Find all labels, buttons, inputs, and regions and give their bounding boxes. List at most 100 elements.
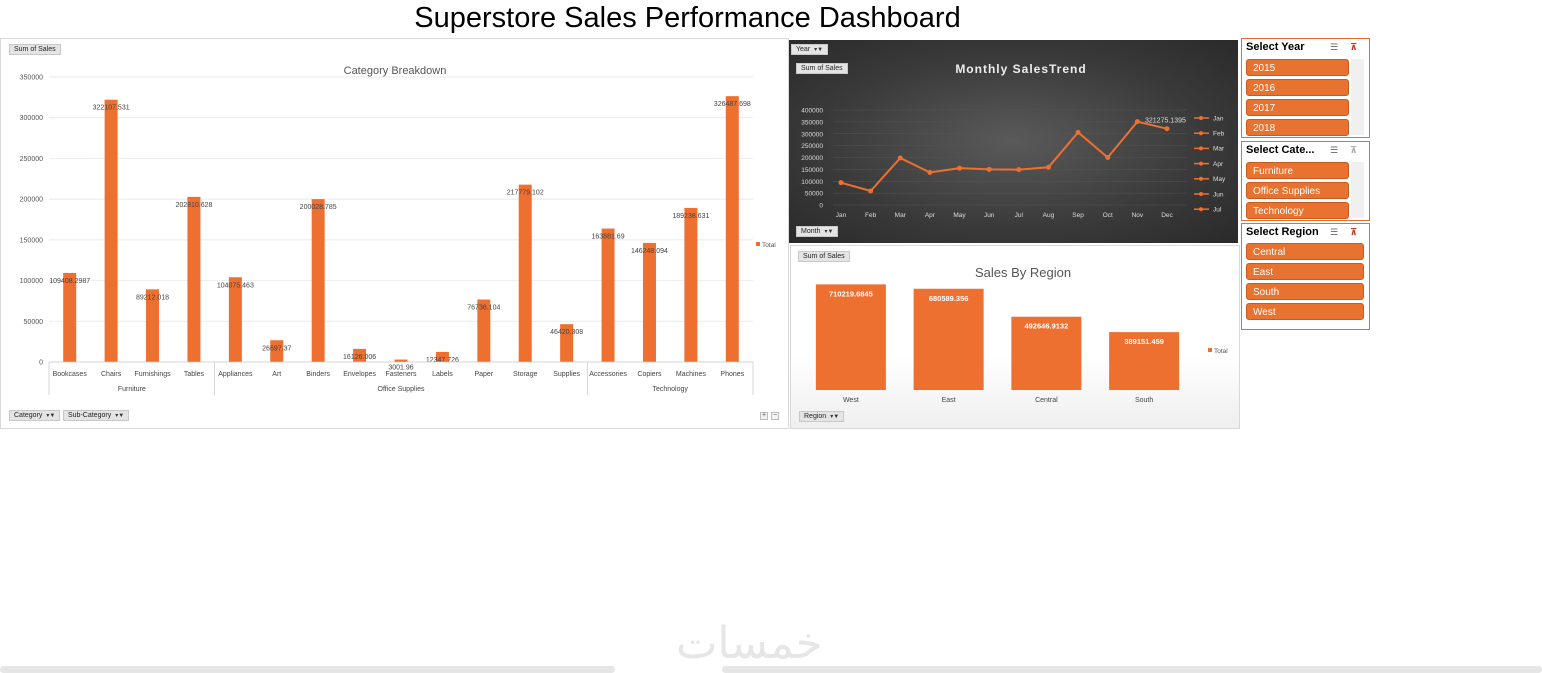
slicer-item-region-central[interactable]: Central <box>1246 243 1364 260</box>
slicer-item-region-west[interactable]: West <box>1246 303 1364 320</box>
data-label: 322107.531 <box>93 105 130 112</box>
x-category-label: Storage <box>513 371 538 378</box>
slicer-item-year-2015[interactable]: 2015 <box>1246 59 1349 76</box>
bar-labels[interactable] <box>435 351 449 362</box>
point-may[interactable] <box>957 165 963 171</box>
slicer-item-year-2016[interactable]: 2016 <box>1246 79 1349 96</box>
category-field-button[interactable]: Category ▾▼ <box>9 410 61 421</box>
point-nov[interactable] <box>1134 119 1140 125</box>
sum-of-sales-field-button[interactable]: Sum of Sales <box>796 63 848 74</box>
category-slicer-header: Select Cate... ☰ ⊼ <box>1242 142 1369 160</box>
bar-envelopes[interactable] <box>353 348 367 362</box>
sum-of-sales-label: Sum of Sales <box>801 65 843 72</box>
point-feb[interactable] <box>868 188 874 194</box>
horizontal-scrollbar-left[interactable] <box>0 666 615 673</box>
bar-south[interactable] <box>1109 332 1180 390</box>
sum-of-sales-field-button[interactable]: Sum of Sales <box>9 44 61 55</box>
slicer-scrollbar[interactable] <box>1351 162 1364 218</box>
bar-binders[interactable] <box>311 199 325 362</box>
multi-select-icon[interactable]: ☰ <box>1330 145 1339 155</box>
point-dec[interactable] <box>1164 126 1170 132</box>
bar-machines[interactable] <box>684 207 698 362</box>
monthly-sales-trend-title: Monthly SalesTrend <box>955 62 1086 76</box>
sales-by-region-chart: 710219.6845 680589.356 492646.9132 389151.4… <box>815 265 1228 404</box>
collapse-button[interactable]: − <box>771 412 779 420</box>
point-oct[interactable] <box>1105 155 1111 160</box>
slicer-item-category-furniture[interactable]: Furniture <box>1246 162 1349 179</box>
x-category-label: Art <box>272 371 281 378</box>
bar-storage[interactable] <box>518 184 532 362</box>
sales-by-region-title: Sales By Region <box>975 265 1071 280</box>
bar-appliances[interactable] <box>228 277 242 362</box>
bar-art[interactable] <box>270 340 284 362</box>
bar-central[interactable] <box>1011 316 1082 390</box>
year-field-button[interactable]: Year ▾▼ <box>791 44 829 55</box>
slicer-item-category-technology[interactable]: Technology <box>1246 202 1349 219</box>
slicer-item-year-2017[interactable]: 2017 <box>1246 99 1349 116</box>
sum-of-sales-field-button[interactable]: Sum of Sales <box>798 251 850 262</box>
point-apr[interactable] <box>927 169 933 175</box>
monthly-sales-trend-chart: 0 50000 100000 150000 200000 250000 300000 3500… <box>801 62 1226 219</box>
point-sep[interactable] <box>1075 129 1081 135</box>
slicer-item-category-office-supplies[interactable]: Office Supplies <box>1246 182 1349 199</box>
data-label: 46420.308 <box>550 329 583 336</box>
x-category-label: South <box>1135 397 1153 404</box>
x-tick-label: Aug <box>1043 212 1055 219</box>
y-tick-label: 150000 <box>20 237 43 244</box>
horizontal-scrollbar-right[interactable] <box>722 666 1542 673</box>
x-tick-label: Dec <box>1161 212 1173 219</box>
bar-tables[interactable] <box>187 196 201 362</box>
point-jul[interactable] <box>1016 167 1022 173</box>
bar-accessories[interactable] <box>601 228 615 362</box>
expand-button[interactable]: + <box>760 412 768 420</box>
clear-filter-icon[interactable]: ⊼ <box>1350 42 1358 52</box>
y-tick-label: 350000 <box>801 119 823 126</box>
data-label: 389151.459 <box>1124 337 1164 346</box>
y-tick-label: 250000 <box>20 156 43 163</box>
bar-paper[interactable] <box>477 299 491 362</box>
x-category-label: Chairs <box>101 371 122 378</box>
multi-select-icon[interactable]: ☰ <box>1330 42 1339 52</box>
year-slicer-title: Select Year <box>1246 41 1305 53</box>
group-label: Technology <box>652 386 688 393</box>
slicer-item-region-south[interactable]: South <box>1246 283 1364 300</box>
region-field-button[interactable]: Region ▾▼ <box>799 411 845 422</box>
data-label: 109408.2987 <box>49 278 90 285</box>
point-aug[interactable] <box>1045 164 1051 170</box>
bar-furnishings[interactable] <box>146 289 160 362</box>
bar-phones[interactable] <box>725 96 739 362</box>
data-label: 76736.104 <box>467 305 500 312</box>
slicer-scrollbar[interactable] <box>1351 59 1364 135</box>
point-mar[interactable] <box>897 155 903 161</box>
subcategory-field-button[interactable]: Sub-Category ▾▼ <box>63 410 130 421</box>
point-jun[interactable] <box>986 166 992 172</box>
clear-filter-icon[interactable]: ⊼ <box>1350 145 1358 155</box>
bar-west[interactable] <box>815 284 886 390</box>
legend-label: May <box>1213 176 1226 183</box>
multi-select-icon[interactable]: ☰ <box>1330 227 1339 237</box>
y-tick-label: 100000 <box>20 278 43 285</box>
slicer-item-year-2018[interactable]: 2018 <box>1246 119 1349 136</box>
data-label: 710219.6845 <box>829 289 873 298</box>
bar-east[interactable] <box>913 288 984 390</box>
clear-filter-icon[interactable]: ⊼ <box>1350 227 1358 237</box>
x-category-label: Supplies <box>553 371 580 378</box>
slicer-item-region-east[interactable]: East <box>1246 263 1364 280</box>
bar-copiers[interactable] <box>642 242 656 362</box>
bar-bookcases[interactable] <box>63 272 77 362</box>
data-label: 200028.785 <box>300 204 337 211</box>
bar-chairs[interactable] <box>104 99 118 363</box>
data-label: 12347.726 <box>426 357 459 364</box>
x-tick-label: Feb <box>865 212 877 219</box>
data-label: 680589.356 <box>929 294 969 303</box>
point-jan[interactable] <box>838 180 844 186</box>
bar-supplies[interactable] <box>560 324 574 362</box>
month-field-button[interactable]: Month ▾▼ <box>796 226 839 237</box>
bar-fasteners[interactable] <box>394 359 408 362</box>
x-tick-label: Apr <box>925 212 936 219</box>
y-tick-label: 350000 <box>20 75 43 82</box>
monthly-sales-trend-panel: 0 50000 100000 150000 200000 250000 300000 3500… <box>789 40 1238 243</box>
legend-swatch-total <box>1208 348 1212 352</box>
region-slicer-title: Select Region <box>1246 226 1319 238</box>
sum-of-sales-label: Sum of Sales <box>803 253 845 260</box>
